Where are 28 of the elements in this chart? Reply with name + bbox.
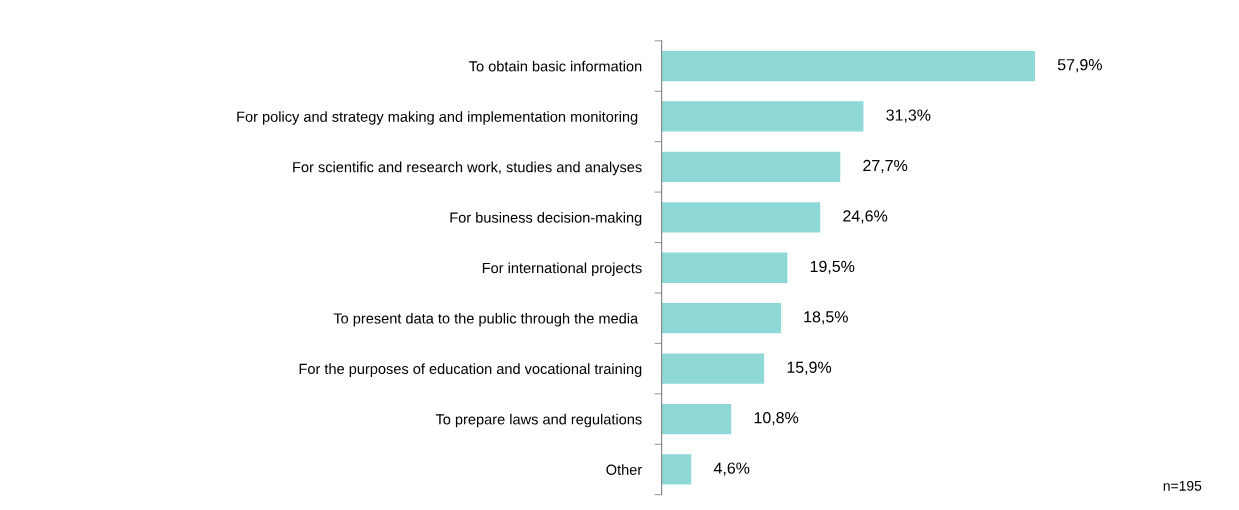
y-tick-label: For the purposes of education and vocational training: [299, 363, 642, 377]
y-tick-label: Other: [606, 464, 642, 475]
bar: [661, 454, 692, 485]
y-tick-label: To prepare laws and regulations: [435, 413, 642, 428]
text: n=195: [1163, 480, 1202, 491]
data-label: 57,9%: [1057, 58, 1102, 73]
y-tick-label: For international projects: [482, 262, 642, 277]
y-tick-label: For scientific and research work, studies and analyses: [293, 161, 642, 176]
data-label: 4,6%: [713, 462, 750, 476]
data-label: 18,5%: [804, 311, 848, 325]
data-label: 31,3%: [886, 109, 931, 123]
y-tick-label: For business decision-making: [450, 212, 642, 226]
data-label: 15,9%: [787, 361, 832, 375]
data-label: 27,7%: [863, 159, 908, 174]
bar: [661, 303, 781, 334]
y-tick-label: For policy and strategy making and implementation monitoring: [237, 111, 638, 125]
bar: [661, 403, 732, 435]
bar: [661, 353, 765, 384]
bar: [661, 101, 864, 132]
data-label: 10,8%: [754, 412, 799, 426]
bar: [661, 252, 788, 283]
data-label: 19,5%: [810, 260, 855, 274]
y-tick-label: To present data to the public through the media: [333, 312, 639, 327]
data-label: 24,6%: [843, 210, 888, 224]
bar: [661, 202, 821, 233]
y-tick-label: To obtain basic information: [469, 60, 642, 72]
bar: [661, 50, 1035, 82]
bar: [661, 151, 841, 183]
